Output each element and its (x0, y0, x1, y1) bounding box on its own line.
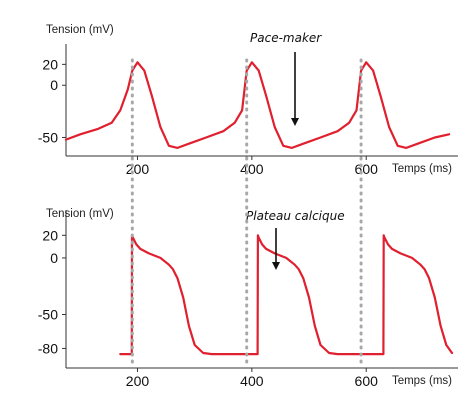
x-tick-label: 600 (355, 161, 379, 177)
annotation-arrow-head (291, 118, 299, 126)
x-axis-title: Temps (ms) (392, 163, 452, 175)
x-tick-label: 400 (240, 373, 264, 389)
x-tick-label: 400 (240, 161, 264, 177)
y-tick-label: 0 (50, 250, 58, 266)
x-axis-title: Temps (ms) (392, 375, 452, 387)
y-tick-label: -80 (38, 340, 58, 356)
series-line (119, 234, 454, 356)
connector-lines (130, 58, 363, 364)
annotation-label: Pace-maker (250, 31, 322, 45)
y-tick-label: 20 (42, 56, 58, 72)
annotation-arrow-head (272, 262, 280, 270)
y-tick-label: 20 (42, 227, 58, 243)
y-tick-label: -50 (38, 129, 58, 145)
y-tick-label: -50 (38, 306, 58, 322)
annotation-label: Plateau calcique (246, 209, 345, 223)
series-line (64, 61, 451, 149)
y-axis-title: Tension (mV) (46, 24, 114, 36)
x-tick-label: 200 (126, 161, 150, 177)
y-tick-label: 0 (50, 77, 58, 93)
x-tick-label: 600 (355, 373, 379, 389)
y-axis-title: Tension (mV) (46, 208, 114, 220)
x-tick-label: 200 (126, 373, 150, 389)
